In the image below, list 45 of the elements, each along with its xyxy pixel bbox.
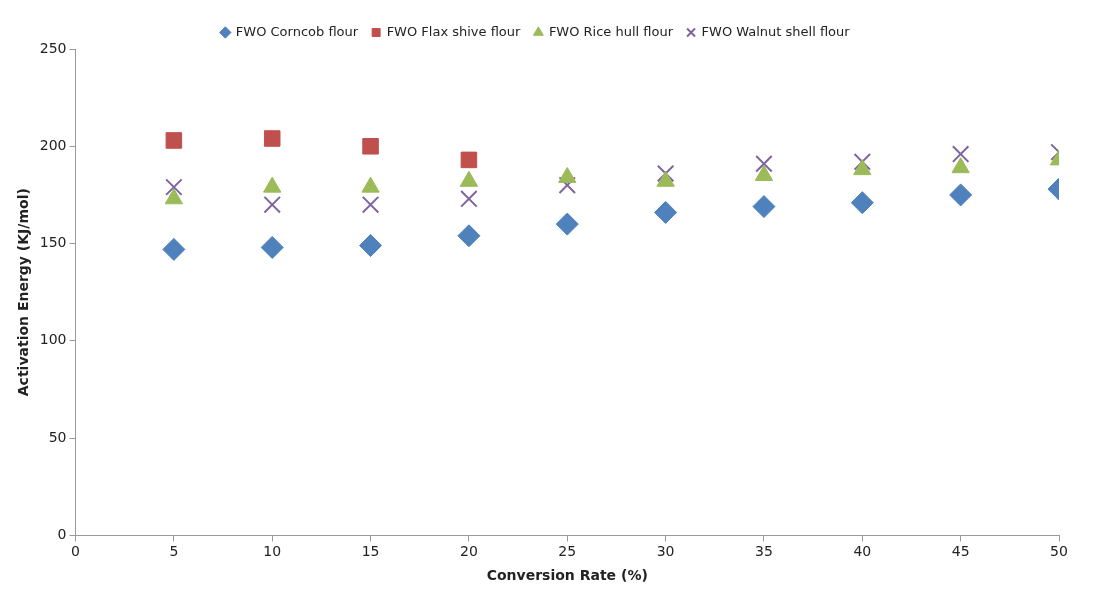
y-tick-label: 150 (39, 234, 67, 251)
point (460, 151, 478, 169)
x-tick-label: 30 (656, 543, 675, 560)
point (362, 138, 379, 155)
y-tick-label: 50 (48, 428, 67, 445)
y-tick-label: 0 (57, 526, 67, 543)
point (263, 195, 281, 214)
point (263, 130, 281, 147)
legend-label: FWO Corncob flour (235, 23, 359, 39)
x-tick-label: 15 (361, 543, 380, 560)
x-tick-label: 20 (460, 543, 478, 560)
x-tick-label: 35 (755, 543, 773, 560)
x-tick-label: 5 (169, 543, 179, 560)
x-axis-title: Conversion Rate (%) (486, 567, 648, 584)
y-tick-label: 100 (39, 331, 67, 348)
y-tick-label: 250 (39, 39, 67, 56)
point (558, 176, 577, 194)
legend-label: FWO Walnut shell flour (701, 23, 851, 39)
point (555, 212, 579, 236)
point (853, 153, 872, 171)
point (656, 164, 675, 183)
x-tick-label: 40 (853, 543, 872, 560)
point (457, 224, 481, 248)
point (752, 195, 776, 219)
point (359, 234, 383, 258)
x-tick-label: 10 (263, 543, 282, 560)
point (260, 235, 284, 259)
point (165, 132, 183, 149)
legend-label: FWO Flax shive flour (386, 23, 522, 39)
point (850, 191, 874, 215)
x-tick-label: 50 (1050, 543, 1068, 560)
x-tick-label: 25 (558, 543, 577, 560)
point (654, 200, 678, 224)
point (460, 190, 478, 208)
point (165, 178, 183, 196)
point (755, 155, 773, 173)
x-tick-label: 0 (71, 543, 80, 560)
point (949, 183, 973, 207)
point (162, 237, 186, 261)
y-axis-title: Activation Energy (KJ/mol) (15, 188, 32, 397)
y-tick-label: 200 (39, 136, 67, 153)
point (361, 195, 380, 214)
legend-label: FWO Rice hull flour (548, 23, 674, 39)
point (951, 145, 970, 163)
x-tick-label: 45 (951, 543, 970, 560)
